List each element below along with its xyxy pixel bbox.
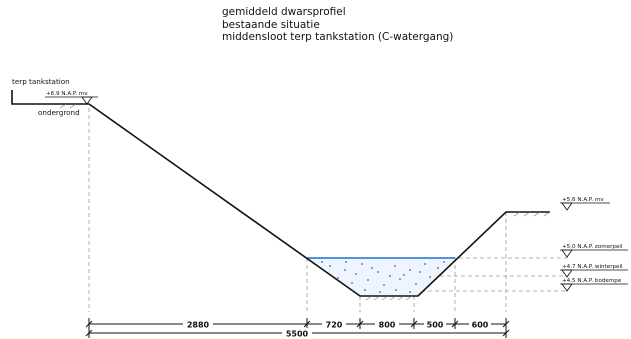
water-body bbox=[307, 258, 455, 296]
water-speckles bbox=[321, 261, 445, 293]
label-ondergrond: ondergrond bbox=[38, 108, 80, 117]
level-marker-mv-left bbox=[81, 96, 93, 105]
dim-segment-2: 720 bbox=[326, 321, 343, 330]
dimension-texts: 2880 720 800 500 600 5500 bbox=[183, 319, 491, 339]
label-bodempeil: +4.5 N.A.P. bodempe bbox=[562, 278, 622, 284]
guide-lines bbox=[88, 108, 568, 312]
label-zomerpeil: +5.0 N.A.P. zomerpeil bbox=[562, 244, 623, 250]
title-line-3: middensloot terp tankstation (C-watergan… bbox=[222, 31, 454, 43]
level-marker-bodem bbox=[561, 283, 573, 292]
dim-segment-1: 2880 bbox=[187, 321, 210, 330]
label-terp: terp tankstation bbox=[12, 77, 70, 86]
level-marker-zomer bbox=[561, 249, 573, 258]
dim-segment-3: 800 bbox=[379, 321, 396, 330]
level-marker-mv-right bbox=[561, 202, 573, 211]
dim-segment-5: 600 bbox=[472, 321, 489, 330]
label-mv-left: +6.9 N.A.P. mv bbox=[46, 91, 88, 97]
label-winterpeil: +4.7 N.A.P. winterpeil bbox=[562, 264, 623, 270]
ground-profile bbox=[11, 90, 550, 297]
label-underlines bbox=[45, 96, 628, 285]
title-line-2: bestaande situatie bbox=[222, 18, 320, 31]
label-mv-right: +5.6 N.A.P. mv bbox=[562, 197, 604, 203]
dim-total: 5500 bbox=[286, 330, 309, 339]
title-block: gemiddeld dwarsprofiel bestaande situati… bbox=[222, 6, 453, 44]
dim-segment-4: 500 bbox=[427, 321, 444, 330]
title-line-1: gemiddeld dwarsprofiel bbox=[222, 6, 346, 18]
ground-hatch bbox=[59, 103, 551, 301]
